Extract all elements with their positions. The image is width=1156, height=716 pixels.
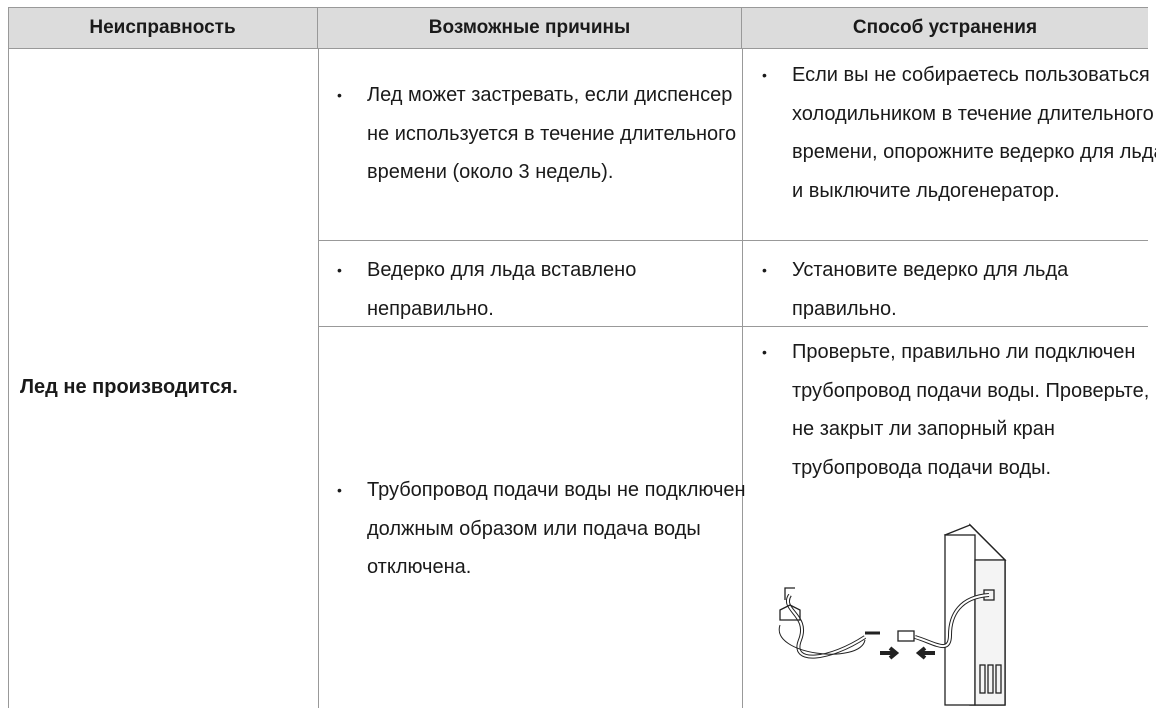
problem: Лед не производится.: [20, 376, 238, 398]
border: [742, 48, 743, 708]
illustration: [778, 523, 1007, 706]
solution: Если вы не собираетесь пользоваться холо…: [762, 56, 1156, 210]
solution: Проверьте, правильно ли подключен трубоп…: [762, 333, 1152, 487]
cause: Трубопровод подачи воды не подключен дол…: [337, 471, 752, 587]
border: [318, 48, 319, 708]
border: [318, 240, 1148, 241]
header-cell: Возможные причины: [318, 8, 742, 48]
header-cell: Неисправность: [8, 8, 318, 48]
border: [8, 7, 1148, 8]
cause: Ведерко для льда вставлено неправильно.: [337, 251, 757, 328]
border: [8, 7, 9, 708]
cause: Лед может застревать, если диспенсер не …: [337, 76, 757, 192]
border: [8, 48, 1148, 49]
solution: Установите ведерко для льда правильно.: [762, 251, 1156, 328]
header-cell: Способ устранения: [742, 8, 1148, 48]
